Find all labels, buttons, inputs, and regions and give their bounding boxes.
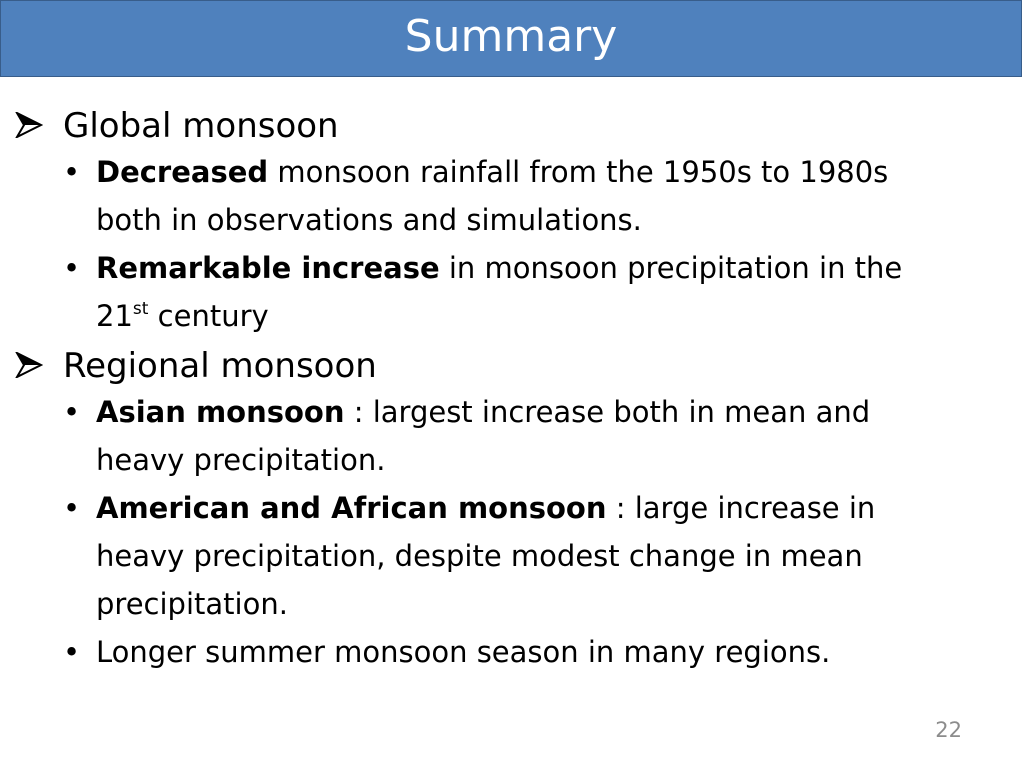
- bullet-text: : largest increase both in mean and: [344, 395, 871, 429]
- bullet-remarkable-increase: • Remarkable increase in monsoon precipi…: [0, 244, 1024, 340]
- bullet-text: century: [148, 299, 269, 333]
- bullet-dot: •: [63, 395, 81, 429]
- section-heading: Regional monsoon: [63, 346, 377, 386]
- bullet-text: precipitation.: [96, 587, 288, 621]
- bullet-dot: •: [63, 491, 81, 525]
- bullet-line: Asian monsoon : largest increase both in…: [96, 388, 984, 436]
- slide-title: Summary: [404, 10, 618, 62]
- bullet-line: Decreased monsoon rainfall from the 1950…: [96, 148, 984, 196]
- century-number: 21: [96, 299, 133, 333]
- bullet-bold-term: Asian monsoon: [96, 395, 345, 429]
- bullet-bold-term: Decreased: [96, 155, 269, 189]
- arrow-bullet-icon: [15, 352, 43, 378]
- bullet-bold-term: Remarkable increase: [96, 251, 440, 285]
- bullet-dot: •: [63, 635, 81, 669]
- bullet-text: Longer summer monsoon season in many reg…: [96, 635, 831, 669]
- bullet-decreased: • Decreased monsoon rainfall from the 19…: [0, 148, 1024, 244]
- section-global-monsoon: Global monsoon: [0, 100, 1024, 148]
- bullet-text: monsoon rainfall from the 1950s to 1980s: [268, 155, 889, 189]
- bullet-text: both in observations and simulations.: [96, 203, 642, 237]
- bullet-line: American and African monsoon : large inc…: [96, 484, 984, 532]
- bullet-dot: •: [63, 251, 81, 285]
- bullet-text: heavy precipitation, despite modest chan…: [96, 539, 863, 573]
- ordinal-suffix: st: [132, 299, 149, 319]
- bullet-american-african-monsoon: • American and African monsoon : large i…: [0, 484, 1024, 628]
- bullet-line: Remarkable increase in monsoon precipita…: [96, 244, 984, 292]
- bullet-text: in monsoon precipitation in the: [439, 251, 903, 285]
- bullet-line: 21st century: [96, 292, 984, 340]
- arrow-bullet-icon: [15, 112, 43, 138]
- bullet-dot: •: [63, 155, 81, 189]
- page-number: 22: [935, 718, 962, 742]
- section-regional-monsoon: Regional monsoon: [0, 340, 1024, 388]
- bullet-asian-monsoon: • Asian monsoon : largest increase both …: [0, 388, 1024, 484]
- bullet-text: heavy precipitation.: [96, 443, 386, 477]
- bullet-text: : large increase in: [606, 491, 876, 525]
- section-heading: Global monsoon: [63, 106, 339, 146]
- slide-body: Global monsoon • Decreased monsoon rainf…: [0, 100, 1024, 676]
- title-bar: Summary: [0, 0, 1022, 77]
- bullet-longer-season: • Longer summer monsoon season in many r…: [0, 628, 1024, 676]
- bullet-bold-term: American and African monsoon: [96, 491, 607, 525]
